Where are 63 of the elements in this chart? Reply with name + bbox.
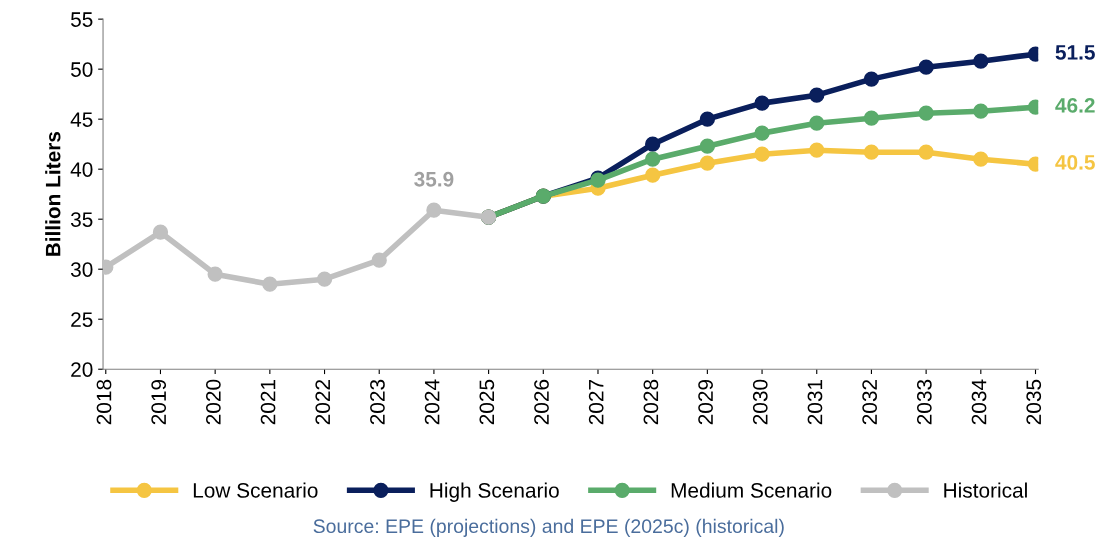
- x-tick-label: 2018: [96, 379, 112, 425]
- y-tick-label: 20: [71, 362, 93, 377]
- y-tick-label: 25: [71, 312, 93, 327]
- x-tick-label: 2025: [479, 379, 495, 425]
- x-tick-label: 2022: [315, 379, 331, 425]
- point: [754, 146, 770, 162]
- point: [863, 71, 880, 87]
- point: [316, 271, 333, 287]
- y-tick-label: 45: [70, 112, 93, 127]
- point: [371, 252, 387, 268]
- x-tick-label: 2033: [916, 379, 932, 425]
- x-tick-label: 2026: [534, 379, 549, 425]
- y-tick-label: 40: [70, 162, 93, 177]
- point: [973, 103, 989, 119]
- point: [699, 155, 716, 171]
- annotation: 46.2: [1055, 98, 1095, 113]
- x-tick-label: 2034: [971, 379, 987, 425]
- point: [809, 87, 825, 103]
- point: [152, 224, 169, 240]
- x-tick-label: 2027: [588, 379, 604, 425]
- legend-label: Historical: [944, 482, 1027, 498]
- annotation: 35.9: [414, 171, 454, 187]
- y-axis-title: Billion Liters: [45, 131, 61, 256]
- x-tick-label: 2023: [370, 379, 385, 425]
- point: [973, 53, 989, 69]
- point: [918, 144, 934, 160]
- annotation: 51.5: [1055, 45, 1095, 60]
- point: [973, 151, 989, 167]
- point: [809, 142, 825, 158]
- point: [918, 59, 934, 75]
- x-tick-label: 2020: [205, 379, 221, 425]
- point: [754, 95, 770, 111]
- point: [699, 111, 716, 127]
- legend-label: Low Scenario: [193, 482, 318, 498]
- point: [426, 202, 442, 218]
- x-tick-label: 2031: [807, 379, 823, 425]
- legend-label: High Scenario: [430, 482, 559, 502]
- x-tick-label: 2019: [151, 379, 167, 425]
- y-tick-label: 50: [70, 62, 93, 77]
- point: [207, 266, 223, 282]
- y-tick-label: 55: [70, 12, 93, 27]
- point: [699, 138, 716, 154]
- point: [863, 144, 880, 160]
- point: [918, 105, 934, 121]
- x-tick-label: 2030: [752, 379, 768, 425]
- x-tick-label: 2021: [260, 379, 276, 425]
- y-tick-label: 35: [70, 212, 93, 227]
- point: [645, 136, 661, 152]
- x-tick-label: 2029: [698, 379, 713, 425]
- point: [645, 167, 661, 183]
- x-tick-label: 2028: [643, 379, 659, 425]
- point: [809, 115, 825, 131]
- point: [645, 151, 661, 167]
- source-note: Source: EPE (projections) and EPE (2025c) (historical): [313, 518, 784, 537]
- point: [863, 110, 880, 126]
- x-tick-label: 2035: [1026, 379, 1042, 425]
- point: [754, 125, 770, 141]
- x-tick-label: 2024: [424, 379, 440, 425]
- point: [262, 276, 278, 292]
- y-tick-label: 30: [70, 262, 93, 277]
- legend-label: Medium Scenario: [671, 482, 832, 498]
- annotation: 40.5: [1055, 155, 1095, 170]
- x-tick-label: 2032: [862, 379, 878, 425]
